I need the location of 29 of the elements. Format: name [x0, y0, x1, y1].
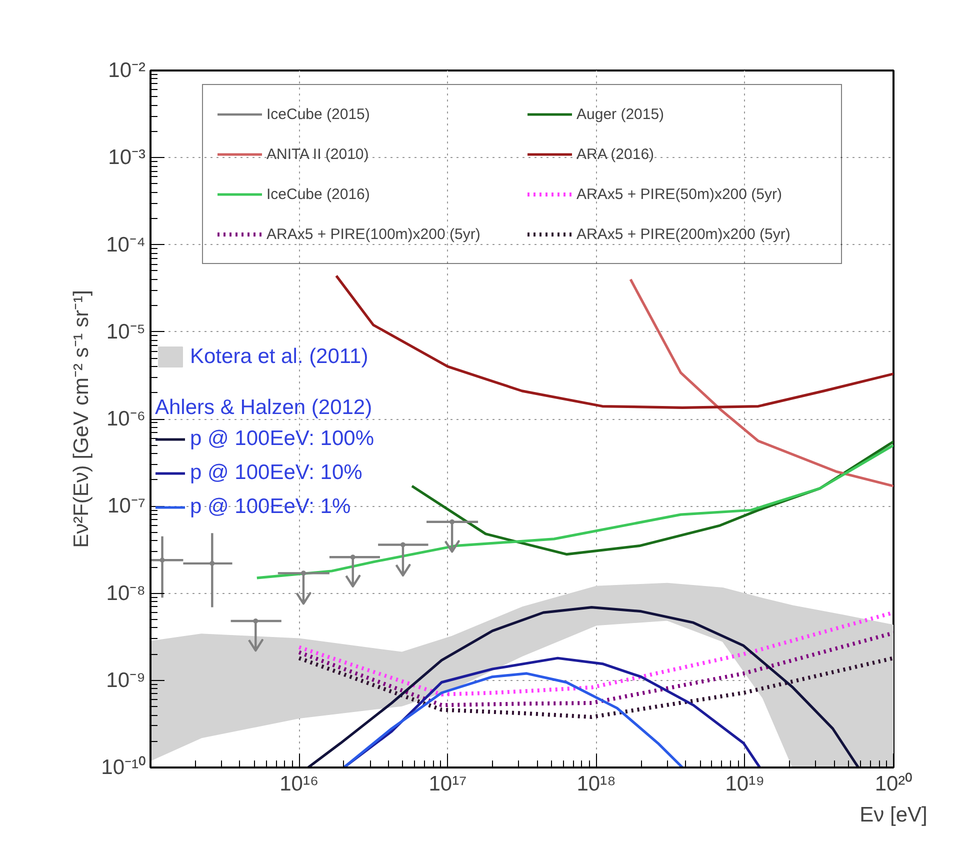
y-tick-label: 10⁻⁹ [106, 668, 146, 692]
y-tick-label: 10⁻² [108, 59, 146, 82]
legend-label: ARA (2016) [576, 144, 656, 164]
y-tick-label: 10⁻¹⁰ [101, 756, 146, 779]
x-tick-label: 10¹⁷ [428, 772, 467, 796]
x-tick-label: 10¹⁸ [576, 772, 616, 796]
x-tick-label: 10¹⁶ [280, 772, 319, 796]
legend-label: Auger (2015) [576, 104, 666, 124]
legend-label: ARAx5 + PIRE(100m)x200 (5yr) [266, 224, 482, 244]
y-tick-label: 10⁻⁸ [106, 582, 146, 605]
y-tick-label: 10⁻⁵ [106, 320, 146, 344]
y-tick-label: 10⁻⁶ [106, 408, 146, 430]
legend-title: Ahlers & Halzen (2012) [155, 396, 374, 420]
legend-label: ARAx5 + PIRE(50m)x200 (5yr) [576, 184, 783, 204]
x-tick-label: 10²⁰ [874, 772, 912, 796]
legend-label: ARAx5 + PIRE(200m)x200 (5yr) [576, 224, 792, 244]
y-tick-label: 10⁻³ [108, 146, 146, 170]
legend-label: p @ 100EeV: 100% [190, 426, 374, 452]
legend-label: Kotera et al. (2011) [190, 344, 368, 368]
y-tick-label: 10⁻⁷ [108, 494, 146, 518]
x-tick-label: 10¹⁹ [725, 772, 765, 796]
legend-label: p @ 100EeV: 1% [190, 494, 351, 520]
legend-label: IceCube (2016) [266, 184, 371, 204]
y-axis-title: Eν²F(Eν) [GeV cm⁻² s⁻¹ sr⁻¹] [70, 290, 94, 548]
legend-label: p @ 100EeV: 10% [190, 460, 362, 486]
legend-label: IceCube (2015) [266, 104, 371, 124]
y-tick-label: 10⁻⁴ [106, 233, 146, 256]
x-axis-title: Eν [eV] [860, 804, 928, 826]
legend-label: ANITA II (2010) [266, 144, 370, 164]
